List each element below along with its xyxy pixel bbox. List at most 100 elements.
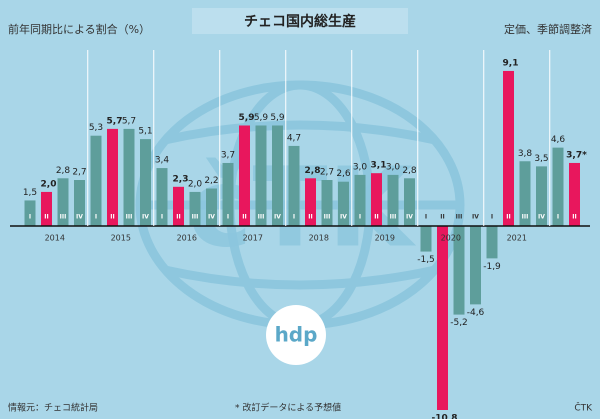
quarter-label: IV xyxy=(340,214,347,221)
quarter-label: III xyxy=(192,214,199,221)
quarter-label: IV xyxy=(76,214,83,221)
quarter-label: IV xyxy=(274,214,281,221)
value-label: 5,7 xyxy=(107,116,123,126)
bar xyxy=(387,174,399,226)
quarter-label: III xyxy=(522,214,529,221)
quarter-label: III xyxy=(456,214,463,221)
quarter-label: I xyxy=(425,214,427,221)
bar xyxy=(536,166,547,226)
value-label: 4,7 xyxy=(287,133,301,143)
bar xyxy=(503,70,514,227)
quarter-label: III xyxy=(60,214,67,221)
quarter-label: I xyxy=(293,214,295,221)
quarter-label: II xyxy=(110,214,114,221)
bar xyxy=(156,168,168,226)
year-label: 2017 xyxy=(243,234,263,243)
bar xyxy=(255,125,267,226)
quarter-label: IV xyxy=(208,214,215,221)
year-label: 2014 xyxy=(45,234,65,243)
year-label: 2021 xyxy=(507,234,527,243)
value-label: 2,7 xyxy=(72,168,86,178)
bar xyxy=(74,180,85,226)
quarter-label: I xyxy=(491,214,493,221)
quarter-label: IV xyxy=(406,214,413,221)
quarter-label: III xyxy=(324,214,331,221)
bar xyxy=(206,188,217,226)
quarter-label: IV xyxy=(538,214,545,221)
value-label: -10,8 xyxy=(432,414,458,419)
quarter-label: I xyxy=(29,214,31,221)
bar xyxy=(90,135,102,226)
logo-circle xyxy=(266,305,326,365)
value-label: 1,5 xyxy=(23,188,37,198)
value-label: 2,8 xyxy=(56,166,71,176)
subtitle: 前年同期比による割合（%） xyxy=(8,22,150,36)
year-label: 2016 xyxy=(177,234,197,243)
source: 情報元：チェコ統計局 xyxy=(8,402,98,414)
year-label: 2015 xyxy=(111,234,131,243)
year-label: 2020 xyxy=(441,234,461,243)
credit: ČTK xyxy=(574,402,593,414)
value-label: -4,6 xyxy=(467,308,485,318)
bar xyxy=(552,147,564,226)
bar xyxy=(41,191,52,226)
quarter-label: I xyxy=(557,214,559,221)
bar xyxy=(222,162,234,226)
value-label: 3,4 xyxy=(155,156,170,166)
bar xyxy=(140,139,151,226)
bar xyxy=(338,181,349,226)
footnote: * 改訂データによる予想値 xyxy=(235,402,341,414)
value-label: 2,8 xyxy=(305,166,321,176)
quarter-label: I xyxy=(359,214,361,221)
title-box xyxy=(192,8,408,34)
quarter-label: IV xyxy=(142,214,149,221)
quarter-label: III xyxy=(126,214,133,221)
quarter-label: II xyxy=(506,214,510,221)
quarter-label: II xyxy=(44,214,48,221)
quarter-label: II xyxy=(440,214,444,221)
value-label: 3,1 xyxy=(371,161,387,171)
value-label: 3,8 xyxy=(518,149,533,159)
value-label: 2,2 xyxy=(204,176,218,186)
bar xyxy=(57,178,69,226)
value-label: 4,6 xyxy=(551,135,566,145)
bar xyxy=(486,226,498,259)
bar xyxy=(569,162,580,226)
value-label: 2,0 xyxy=(41,179,57,189)
bar xyxy=(371,173,382,226)
bar xyxy=(189,191,201,226)
bar xyxy=(107,128,118,226)
quarter-label: III xyxy=(258,214,265,221)
quarter-label: II xyxy=(242,214,246,221)
value-label: 5,9 xyxy=(270,113,285,123)
value-label: 5,7 xyxy=(122,116,136,126)
bar xyxy=(123,128,135,226)
value-label: 5,3 xyxy=(89,123,103,133)
bar xyxy=(173,186,184,226)
quarter-label: II xyxy=(308,214,312,221)
note: 定価、季節調整済 xyxy=(504,22,592,36)
bar xyxy=(519,161,531,226)
value-label: 3,7 xyxy=(221,150,235,160)
year-label: 2019 xyxy=(375,234,395,243)
year-label: 2018 xyxy=(309,234,329,243)
quarter-label: I xyxy=(227,214,229,221)
value-label: 9,1 xyxy=(503,58,519,68)
value-label: 3,0 xyxy=(353,162,368,172)
value-label: 3,7* xyxy=(566,150,587,160)
value-label: -1,9 xyxy=(483,262,501,272)
bar xyxy=(305,178,316,226)
value-label: 3,5 xyxy=(534,154,548,164)
value-label: -5,2 xyxy=(450,318,468,328)
quarter-label: I xyxy=(161,214,163,221)
quarter-label: III xyxy=(390,214,397,221)
bar xyxy=(437,226,448,410)
bar xyxy=(404,178,415,226)
quarter-label: I xyxy=(95,214,97,221)
bar xyxy=(453,226,465,315)
bar xyxy=(321,180,333,226)
bar xyxy=(24,200,36,226)
bar xyxy=(420,226,432,252)
value-label: 3,0 xyxy=(386,162,401,172)
